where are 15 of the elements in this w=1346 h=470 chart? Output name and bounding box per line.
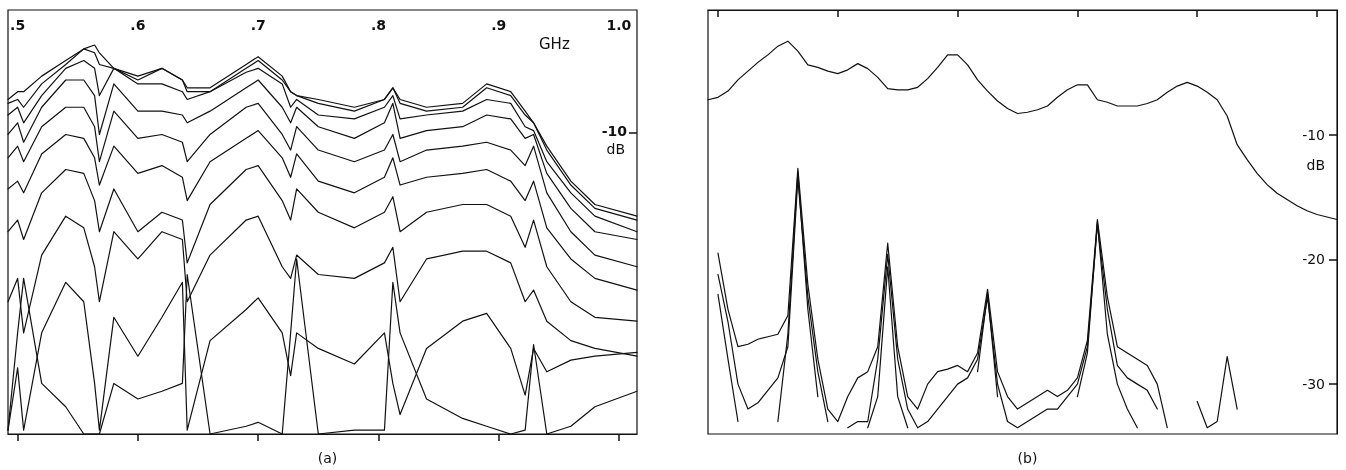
x-tick-label: 1.0 xyxy=(606,17,632,33)
annotation: -10 xyxy=(601,123,628,139)
x-tick-label: .7 xyxy=(250,17,266,33)
text: (a) xyxy=(317,450,338,466)
y-axis-title: dB xyxy=(1306,157,1326,173)
y-tick-label: -10 xyxy=(1302,126,1325,143)
y-tick-label: -20 xyxy=(1302,251,1325,268)
x-axis-title: GHz xyxy=(539,34,570,53)
x-tick-label: .8 xyxy=(370,17,386,33)
x-tick-label: .9 xyxy=(491,17,507,33)
y-tick-label: -30 xyxy=(1302,376,1325,393)
x-tick-label: .6 xyxy=(130,17,146,33)
text: (b) xyxy=(1017,450,1038,466)
y-axis-title: dB xyxy=(606,141,626,157)
x-tick-label: .5 xyxy=(10,17,26,33)
